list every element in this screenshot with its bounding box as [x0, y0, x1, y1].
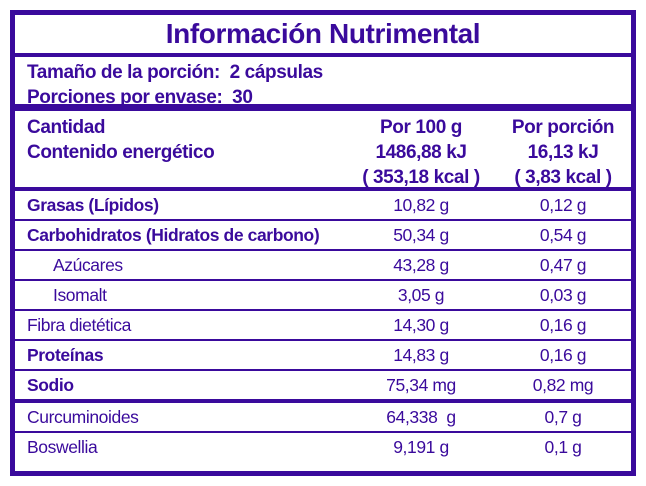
row-label: Fibra dietética [27, 314, 131, 335]
portion-value: 0,1 g [544, 436, 582, 457]
header-portion-kj: 16,13 kJ [527, 142, 599, 163]
header-label-column: Cantidad Contenido energético [15, 115, 347, 165]
label-title-text: Información Nutrimental [165, 18, 481, 49]
servings-per-container-line: Porciones por envase: 30 [27, 87, 253, 108]
row-label: Grasas (Lípidos) [27, 194, 159, 215]
header-contenido-energetico: Contenido energético [27, 142, 215, 163]
header-per100-title: Por 100 g [380, 117, 462, 138]
table-row-sodio: Sodio 75,34 mg 0,82 mg [15, 371, 631, 403]
table-row-curcuminoides: Curcuminoides 64,338 g 0,7 g [15, 403, 631, 433]
portion-value: 0,12 g [539, 194, 587, 215]
table-row-proteinas: Proteínas 14,83 g 0,16 g [15, 341, 631, 371]
table-header: Cantidad Contenido energético Por 100 g … [15, 111, 631, 191]
header-per100-kcal: ( 353,18 kcal ) [362, 167, 480, 188]
per100-value: 43,28 g [393, 254, 449, 275]
portion-value: 0,54 g [539, 224, 587, 245]
row-label: Proteínas [27, 344, 104, 365]
per100-value: 64,338 g [386, 406, 456, 427]
per100-value: 14,83 g [393, 344, 449, 365]
row-label: Curcuminoides [27, 406, 139, 427]
header-per100-column: Por 100 g 1486,88 kJ ( 353,18 kcal ) [347, 115, 495, 190]
per100-value: 14,30 g [393, 314, 449, 335]
serving-size-line: Tamaño de la porción: 2 cápsulas [27, 62, 323, 83]
header-portion-kcal: ( 3,83 kcal ) [514, 167, 612, 188]
table-row-grasas: Grasas (Lípidos) 10,82 g 0,12 g [15, 191, 631, 221]
row-label: Azúcares [53, 254, 123, 275]
portion-value: 0,03 g [539, 284, 587, 305]
header-cantidad: Cantidad [27, 117, 106, 138]
portion-value: 0,47 g [539, 254, 587, 275]
table-row-fibra: Fibra dietética 14,30 g 0,16 g [15, 311, 631, 341]
header-per100-kj: 1486,88 kJ [375, 142, 467, 163]
per100-value: 10,82 g [393, 194, 449, 215]
per100-value: 75,34 mg [386, 374, 456, 395]
portion-value: 0,16 g [539, 344, 587, 365]
row-label: Sodio [27, 374, 74, 395]
row-label: Isomalt [53, 284, 107, 305]
portion-value: 0,82 mg [532, 374, 594, 395]
per100-value: 3,05 g [397, 284, 445, 305]
row-label: Carbohidratos (Hidratos de carbono) [27, 224, 320, 245]
table-row-azucares: Azúcares 43,28 g 0,47 g [15, 251, 631, 281]
portion-value: 0,16 g [539, 314, 587, 335]
row-label: Boswellia [27, 436, 98, 457]
label-title: Información Nutrimental [15, 15, 631, 57]
per100-value: 9,191 g [393, 436, 449, 457]
table-row-boswellia: Boswellia 9,191 g 0,1 g [15, 433, 631, 461]
portion-value: 0,7 g [544, 406, 582, 427]
header-portion-title: Por porción [511, 117, 615, 138]
table-row-carbohidratos: Carbohidratos (Hidratos de carbono) 50,3… [15, 221, 631, 251]
per100-value: 50,34 g [393, 224, 449, 245]
header-portion-column: Por porción 16,13 kJ ( 3,83 kcal ) [495, 115, 631, 190]
serving-info: Tamaño de la porción: 2 cápsulas Porcion… [15, 57, 631, 111]
nutrition-label: Información Nutrimental Tamaño de la por… [10, 10, 636, 476]
table-row-isomalt: Isomalt 3,05 g 0,03 g [15, 281, 631, 311]
